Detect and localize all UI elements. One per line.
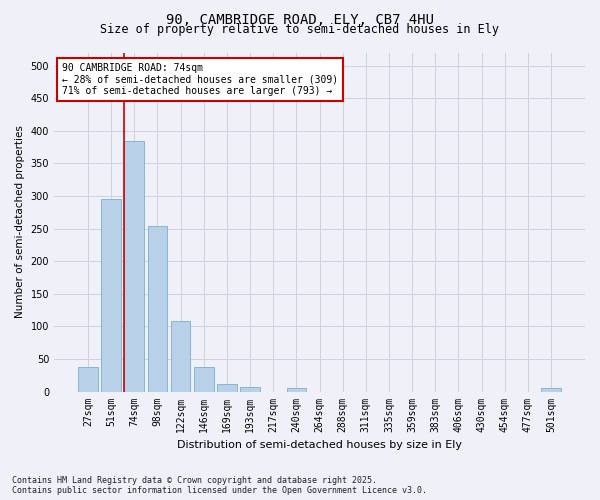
- Text: Size of property relative to semi-detached houses in Ely: Size of property relative to semi-detach…: [101, 24, 499, 36]
- Bar: [287, 388, 306, 392]
- X-axis label: Distribution of semi-detached houses by size in Ely: Distribution of semi-detached houses by …: [177, 440, 462, 450]
- Bar: [171, 321, 190, 392]
- Text: Contains HM Land Registry data © Crown copyright and database right 2025.
Contai: Contains HM Land Registry data © Crown c…: [12, 476, 427, 495]
- Bar: [541, 388, 561, 392]
- Bar: [148, 226, 167, 392]
- Text: 90, CAMBRIDGE ROAD, ELY, CB7 4HU: 90, CAMBRIDGE ROAD, ELY, CB7 4HU: [166, 12, 434, 26]
- Bar: [124, 140, 144, 392]
- Y-axis label: Number of semi-detached properties: Number of semi-detached properties: [15, 126, 25, 318]
- Bar: [78, 368, 98, 392]
- Bar: [101, 198, 121, 392]
- Text: 90 CAMBRIDGE ROAD: 74sqm
← 28% of semi-detached houses are smaller (309)
71% of : 90 CAMBRIDGE ROAD: 74sqm ← 28% of semi-d…: [62, 62, 338, 96]
- Bar: [240, 387, 260, 392]
- Bar: [217, 384, 237, 392]
- Bar: [194, 368, 214, 392]
